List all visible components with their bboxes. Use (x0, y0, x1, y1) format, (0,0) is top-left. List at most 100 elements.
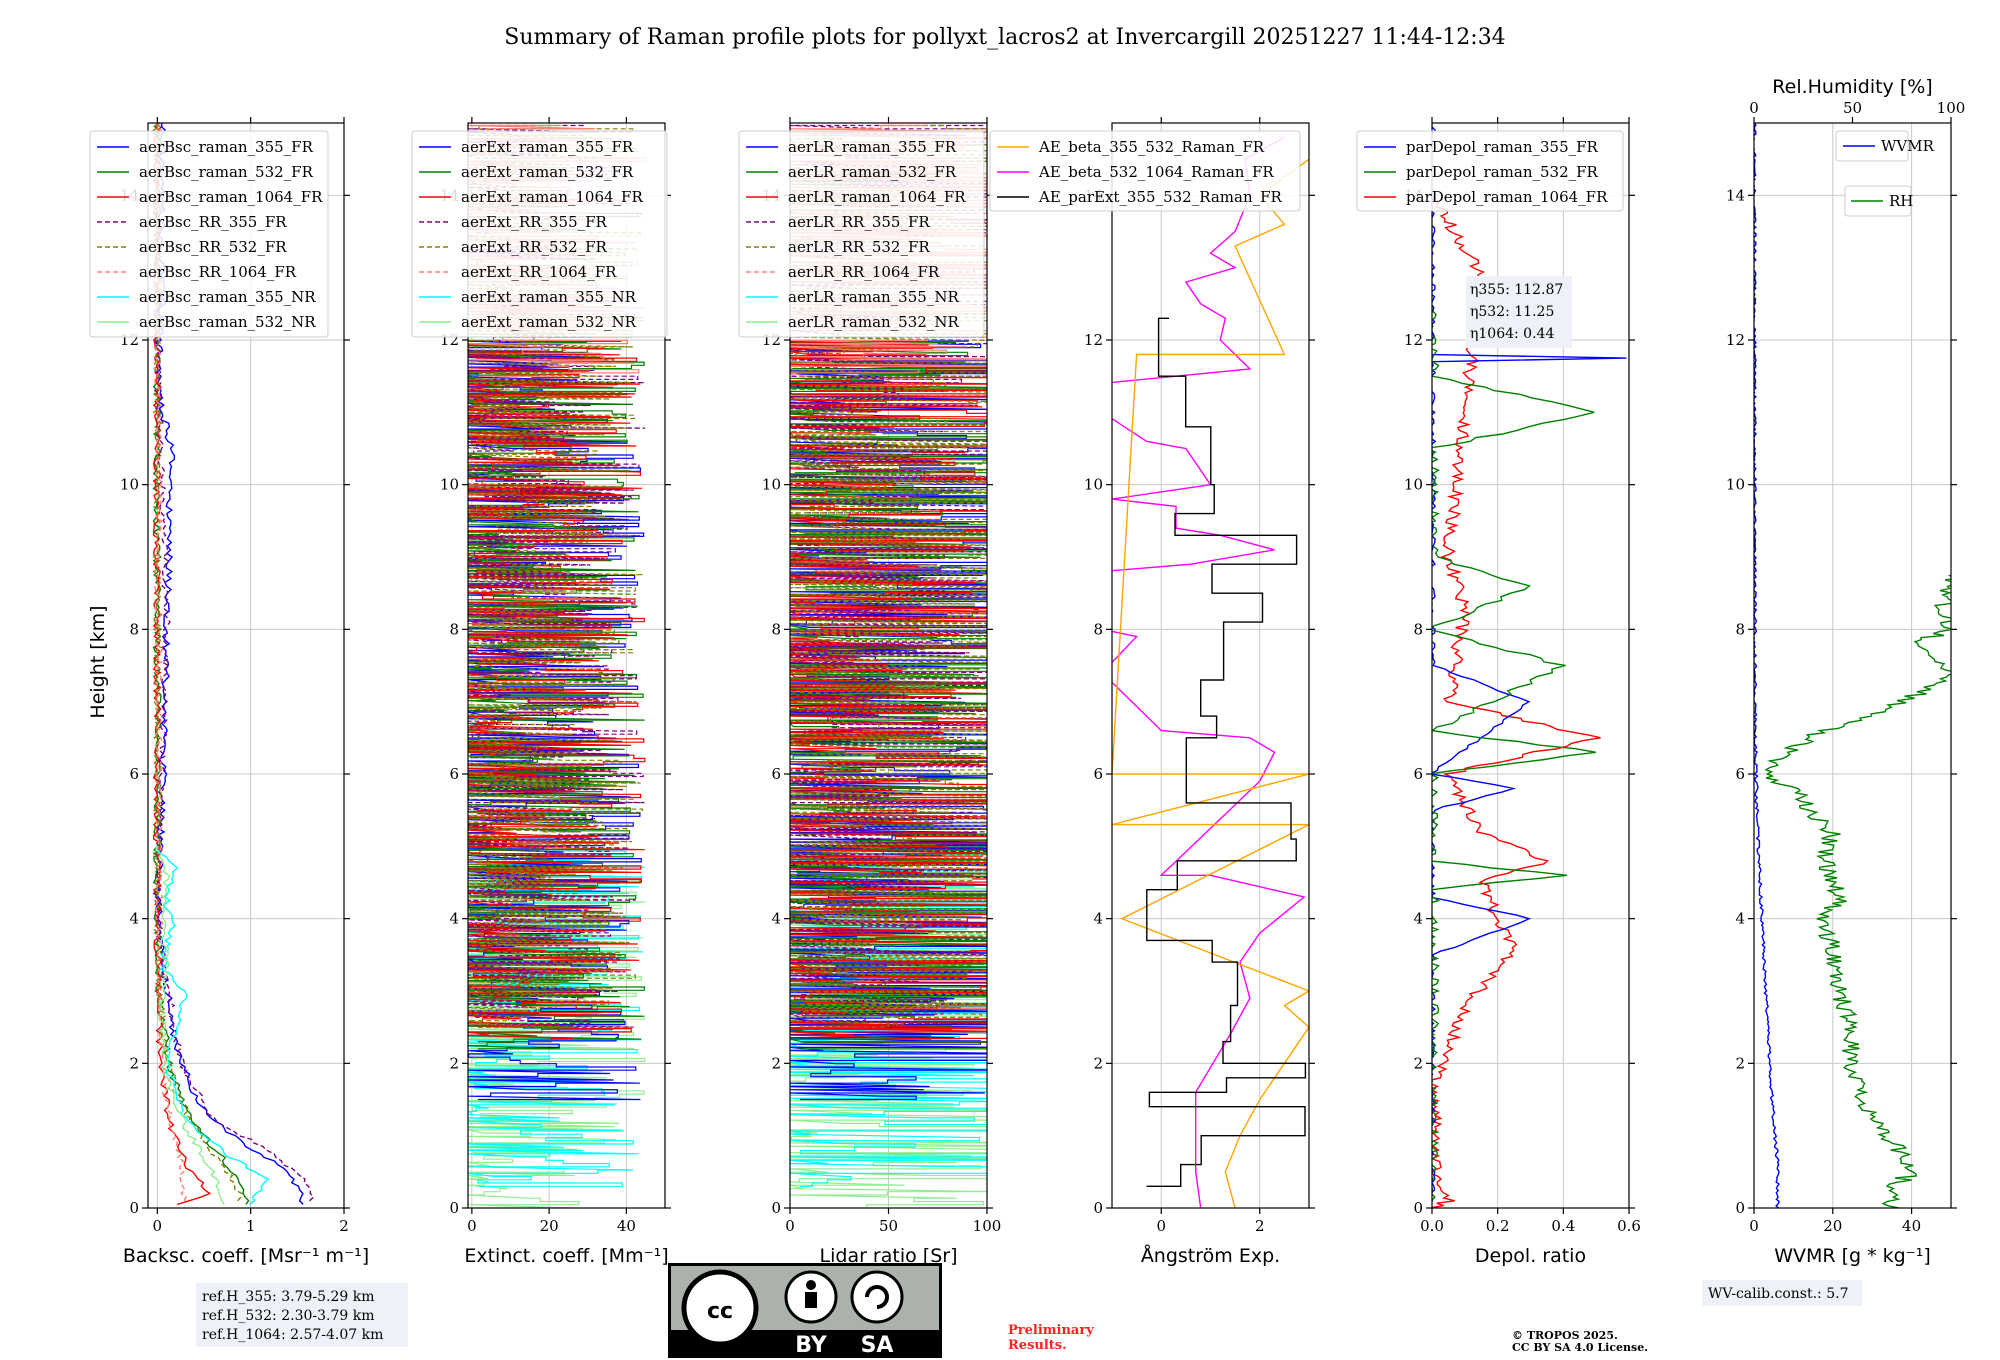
x-tick-label: 2 (1255, 1217, 1265, 1235)
legend-label: parDepol_raman_1064_FR (1406, 188, 1608, 206)
legend-label: aerLR_raman_355_FR (788, 138, 957, 156)
y-tick-label: 2 (1093, 1054, 1103, 1072)
eta-text-2: η1064: 0.44 (1470, 326, 1554, 342)
series-parDepol_raman_532_FR (1432, 303, 1597, 1201)
legend-layer: aerBsc_raman_355_FRaerBsc_raman_532_FRae… (89, 130, 1935, 1306)
legend-frame (411, 130, 668, 338)
x-tick-label: 40 (1902, 1217, 1921, 1235)
y-axis-label: Height [km] (87, 605, 109, 718)
axes-frame-ext (467, 122, 666, 1209)
cc-glyph: cc (707, 1299, 733, 1324)
series-group-depol (1432, 123, 1627, 1208)
x-tick-label: 20 (1823, 1217, 1842, 1235)
y-tick-label: 4 (771, 910, 781, 928)
y-tick-label: 10 (1084, 476, 1103, 494)
cc-by-text: BY (795, 1333, 828, 1358)
legend-label: aerBsc_raman_355_NR (139, 288, 316, 306)
legend-label: aerExt_raman_532_FR (461, 163, 634, 181)
y-tick-label: 0 (449, 1199, 459, 1217)
copyright-line1: © TROPOS 2025. (1512, 1329, 1618, 1342)
series-AE_parExt_355_532_Raman_FR (1146, 317, 1307, 1187)
legend-label: aerBsc_RR_355_FR (139, 213, 287, 231)
y-tick-label: 12 (1726, 331, 1745, 349)
series-aerBsc_raman_355_NR (156, 846, 270, 1205)
x-tick-label: 20 (540, 1217, 559, 1235)
legend-frame (738, 130, 985, 338)
x-tick-label: 0.0 (1420, 1217, 1444, 1235)
y-tick-label: 8 (1413, 620, 1423, 638)
legend-label: aerExt_raman_355_NR (461, 288, 637, 306)
legend-ext: aerExt_raman_355_FR aerExt_raman_532_FRae… (411, 130, 668, 338)
y-tick-label: 2 (1735, 1054, 1745, 1072)
legend-lr: aerLR_raman_355_FR aerLR_raman_532_FR aerL… (738, 130, 985, 338)
series-RH (1764, 571, 1951, 1208)
axes-frame-depol (1431, 122, 1630, 1209)
reference-height-box: ref.H_355: 3.79-5.29 km ref.H_532: 2.30-… (196, 1283, 408, 1347)
legend-label: aerBsc_RR_1064_FR (139, 263, 297, 281)
legend-label: aerBsc_raman_532_FR (139, 163, 314, 181)
refh-532: ref.H_532: 2.30-3.79 km (202, 1308, 375, 1324)
y-tick-label: 0 (1093, 1199, 1103, 1217)
series-red (790, 341, 987, 1043)
preliminary-line1: Preliminary (1008, 1323, 1094, 1338)
y-tick-label: 6 (771, 765, 781, 783)
legend-label: aerExt_RR_1064_FR (461, 263, 617, 281)
legend-label: aerExt_RR_532_FR (461, 238, 608, 256)
y-tick-label: 10 (120, 476, 139, 494)
preliminary-line2: Results. (1008, 1338, 1067, 1353)
legend-label: parDepol_raman_355_FR (1406, 138, 1599, 156)
axes-frame-bsc (147, 122, 345, 1209)
refh-355: ref.H_355: 3.79-5.29 km (202, 1289, 375, 1305)
y-tick-label: 12 (1084, 331, 1103, 349)
y-tick-label: 10 (762, 476, 781, 494)
y-tick-label: 8 (771, 620, 781, 638)
y-tick-label: 12 (1404, 331, 1423, 349)
x-tick-label: 0 (1156, 1217, 1166, 1235)
annotation-bg (1466, 276, 1572, 348)
depol-annotation-box: η355: 112.87 η532: 11.25 η1064: 0.44 (1466, 276, 1572, 348)
legend-label: AE_parExt_355_532_Raman_FR (1038, 188, 1283, 206)
legend-label: aerLR_RR_1064_FR (788, 263, 940, 281)
y-tick-label: 2 (771, 1054, 781, 1072)
x-tick-label: 2 (339, 1217, 349, 1235)
wv-calib-box: WV-calib.const.: 5.7 (1702, 1280, 1862, 1306)
y-tick-label: 10 (1404, 476, 1423, 494)
legend-label: aerBsc_raman_532_NR (139, 313, 316, 331)
legend-label: aerExt_raman_532_NR (461, 313, 637, 331)
x-axis-label-lr: Lidar ratio [Sr] (820, 1245, 958, 1267)
legend-label: RH (1889, 192, 1913, 210)
series-WVMR (1754, 123, 1780, 1208)
legend-label: aerExt_raman_1064_FR (461, 188, 643, 206)
x-tick-label: 0 (785, 1217, 795, 1235)
y-tick-label: 4 (1093, 910, 1103, 928)
plot-area-wv (1754, 123, 1951, 1208)
y-tick-label: 6 (129, 765, 139, 783)
legend-depol: parDepol_raman_355_FR parDepol_raman_532_… (1356, 130, 1624, 212)
series-olive (468, 124, 645, 1028)
legend-bsc: aerBsc_raman_355_FR aerBsc_raman_532_FRae… (89, 130, 329, 338)
series-group-ae (1112, 136, 1309, 1208)
legend-ae: AE_beta_355_532_Raman_FR AE_beta_532_1064… (989, 130, 1301, 212)
y-tick-label: 2 (449, 1054, 459, 1072)
wv-calib-bg (1702, 1280, 1862, 1306)
x-tick-label: 100 (973, 1217, 1002, 1235)
legend-label: aerBsc_RR_532_FR (139, 238, 287, 256)
legend-label: aerLR_raman_532_NR (788, 313, 959, 331)
x-tick-label: 1 (246, 1217, 256, 1235)
y-tick-label: 0 (129, 1199, 139, 1217)
y-tick-label: 6 (449, 765, 459, 783)
legend-label: aerBsc_raman_1064_FR (139, 188, 323, 206)
eta-text-1: η532: 11.25 (1470, 304, 1554, 320)
x-axis-label-ae: Ångström Exp. (1141, 1244, 1280, 1267)
top-axis-label: Rel.Humidity [%] (1772, 76, 1932, 98)
y-tick-label: 8 (449, 620, 459, 638)
y-tick-label: 4 (1413, 910, 1423, 928)
legend-label: aerLR_RR_355_FR (788, 213, 930, 231)
y-tick-label: 8 (1093, 620, 1103, 638)
x-tick-label: 0 (153, 1217, 163, 1235)
preliminary-note: Preliminary Results. (1008, 1323, 1094, 1353)
legend-label: aerLR_raman_355_NR (788, 288, 959, 306)
refh-1064: ref.H_1064: 2.57-4.07 km (202, 1327, 383, 1343)
y-tick-label: 4 (449, 910, 459, 928)
